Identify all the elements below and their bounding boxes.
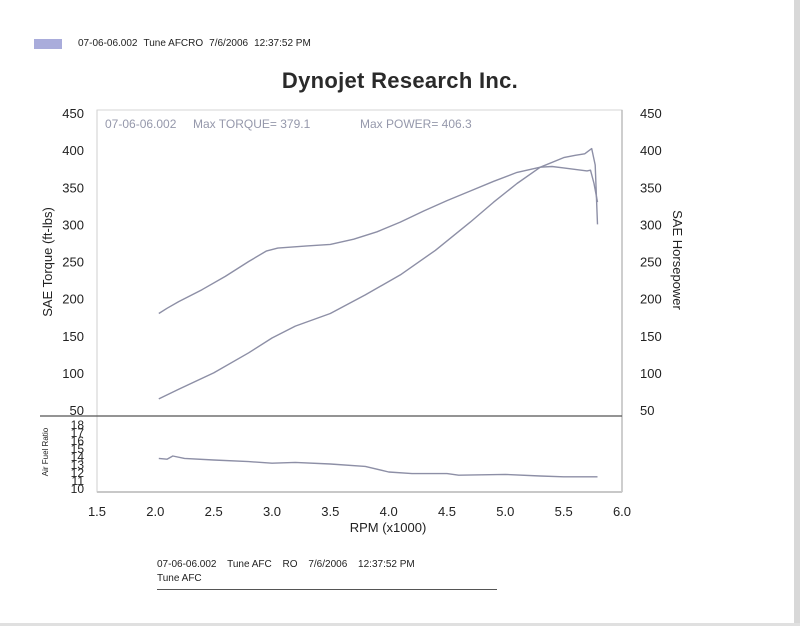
y-tick-label: 400 (62, 143, 84, 158)
bottom-legend: 07-06-06.002 Tune AFC RO 7/6/2006 12:37:… (157, 558, 423, 586)
y-axis-label: SAE Torque (ft-lbs) (40, 207, 55, 317)
y2-axis-label: SAE Horsepower (670, 210, 685, 310)
footer-time: 12:37:52 PM (358, 559, 415, 570)
y2-tick-label: 200 (640, 292, 662, 307)
afr-tick-label: 13 (71, 458, 85, 472)
afr-tick-label: 10 (71, 482, 85, 496)
y-tick-label: 200 (62, 292, 84, 307)
chart-title: Dynojet Research Inc. (281, 68, 519, 93)
x-tick-label: 6.0 (613, 504, 631, 519)
legend-date: 7/6/2006 (209, 38, 249, 49)
y-tick-label: 350 (62, 180, 84, 195)
torque-line (158, 165, 599, 315)
y2-tick-label: 350 (640, 180, 662, 195)
legend-run-id: 07-06-06.002 (78, 38, 138, 49)
afr-tick-label: 14 (71, 450, 85, 464)
afr-line (158, 455, 598, 478)
x-tick-label: 2.0 (146, 504, 164, 519)
x-axis-label: RPM (x1000) (350, 520, 427, 535)
y2-tick-label: 100 (640, 366, 662, 381)
annotation-max-torque: Max TORQUE= 379.1 (193, 117, 311, 131)
x-tick-label: 5.5 (555, 504, 573, 519)
legend-swatch (34, 38, 62, 49)
x-tick-label: 1.5 (88, 504, 106, 519)
annotation-max-power: Max POWER= 406.3 (360, 117, 472, 131)
y2-tick-label: 50 (640, 403, 654, 418)
y-tick-label: 450 (62, 106, 84, 121)
y2-tick-label: 250 (640, 255, 662, 270)
x-tick-label: 3.0 (263, 504, 281, 519)
legend-time: 12:37:52 PM (254, 38, 311, 49)
footer-line2: Tune AFC (157, 573, 202, 584)
footer-date: 7/6/2006 (308, 559, 348, 570)
scan-edge-right (794, 0, 800, 626)
afr-tick-label: 16 (71, 434, 85, 448)
afr-tick-label: 18 (71, 418, 85, 432)
footer-suffix: RO (282, 559, 298, 570)
y2-tick-label: 300 (640, 217, 662, 232)
footer-run-id: 07-06-06.002 (157, 559, 217, 570)
footer-rule (157, 589, 497, 590)
footer-tune: Tune AFC (227, 559, 272, 570)
y2-tick-label: 450 (640, 106, 662, 121)
afr-axis-label: Air Fuel Ratio (41, 427, 50, 476)
legend-tune: Tune AFCRO (143, 38, 204, 49)
x-tick-label: 5.0 (496, 504, 514, 519)
y2-tick-label: 400 (640, 143, 662, 158)
bottom-legend-row: 07-06-06.002 Tune AFC RO 7/6/2006 12:37:… (157, 558, 423, 572)
horsepower-line (158, 147, 599, 400)
top-legend: 07-06-06.002 Tune AFCRO 7/6/2006 12:37:5… (34, 38, 317, 49)
afr-tick-label: 12 (71, 466, 85, 480)
y-tick-label: 100 (62, 366, 84, 381)
x-tick-label: 2.5 (205, 504, 223, 519)
annotation-run-id: 07-06-06.002 (105, 117, 177, 131)
afr-tick-label: 11 (72, 474, 85, 488)
y-tick-label: 150 (62, 329, 84, 344)
y-tick-label: 300 (62, 217, 84, 232)
x-tick-label: 4.5 (438, 504, 456, 519)
x-tick-label: 3.5 (321, 504, 339, 519)
afr-tick-label: 15 (71, 442, 85, 456)
afr-tick-label: 17 (71, 426, 85, 440)
y-tick-label: 50 (70, 403, 84, 418)
scan-edge-bottom (0, 623, 800, 626)
y2-tick-label: 150 (640, 329, 662, 344)
y-tick-label: 250 (62, 255, 84, 270)
x-tick-label: 4.0 (380, 504, 398, 519)
